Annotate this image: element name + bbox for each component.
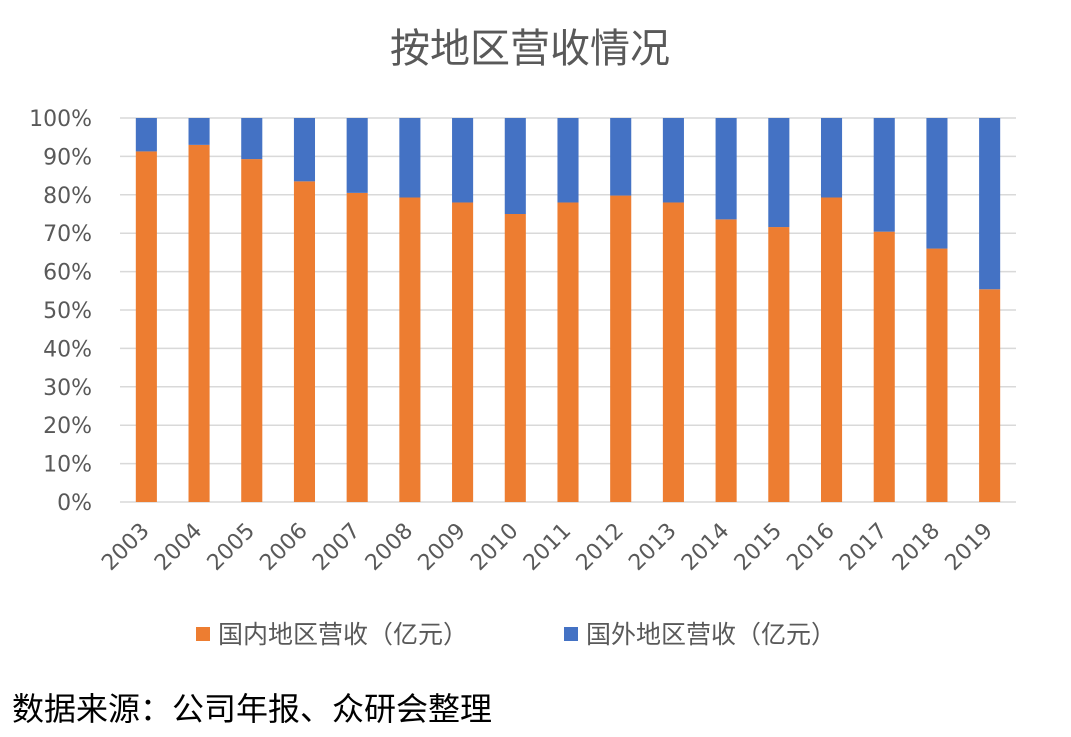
bar-segment-foreign [241,118,263,160]
bar-segment-foreign [768,118,790,228]
bar-segment-domestic [768,227,790,502]
source-note: 数据来源：公司年报、众研会整理 [12,690,493,728]
bar-segment-domestic [188,144,210,502]
x-tick-label: 2019 [941,519,998,576]
x-tick-label: 2018 [888,519,945,576]
x-tick-label: 2009 [414,519,471,576]
bar-segment-domestic [715,219,737,502]
x-tick-label: 2012 [572,519,629,576]
legend: 国内地区营收（亿元） 国外地区营收（亿元） [196,620,836,649]
bar-segment-foreign [452,118,474,203]
x-tick-label: 2015 [730,519,787,576]
bar-segment-foreign [610,118,632,196]
x-tick-label: 2016 [782,519,839,576]
legend-label: 国内地区营收（亿元） [218,620,468,649]
y-tick-label: 60% [43,261,92,286]
bar-segment-foreign [135,118,157,152]
x-tick-label: 2008 [361,519,418,576]
x-tick-label: 2013 [624,519,681,576]
chart-title: 按地区营收情况 [390,26,670,72]
bar-segment-domestic [135,151,157,502]
bar-segment-domestic [979,289,1001,502]
y-tick-label: 70% [43,222,92,247]
bars [135,118,1001,503]
bar-segment-domestic [452,202,474,503]
bar-segment-domestic [346,192,368,502]
bar-segment-domestic [662,202,684,503]
bar-segment-foreign [926,118,948,249]
bar-segment-foreign [504,118,526,214]
y-tick-label: 30% [43,376,92,401]
y-tick-label: 80% [43,184,92,209]
y-axis-ticks: 0% 10% 20% 30% 40% 50% 60% 70% 80% 90% 100% [29,107,92,516]
bar-segment-domestic [873,231,895,502]
bar-segment-domestic [820,197,843,502]
x-tick-label: 2014 [677,519,734,576]
bar-segment-foreign [715,118,737,220]
x-tick-label: 2007 [308,519,365,576]
x-tick-label: 2004 [150,519,207,576]
y-tick-label: 50% [43,299,92,324]
x-tick-label: 2017 [835,519,892,576]
y-tick-label: 100% [29,107,92,132]
bar-segment-foreign [399,118,421,198]
bar-segment-foreign [557,118,579,203]
x-axis-ticks: 2003200420052006200720082009201020112012… [97,519,998,576]
bar-segment-foreign [820,118,843,198]
x-tick-label: 2011 [519,519,576,576]
y-tick-label: 10% [43,453,92,478]
bar-segment-foreign [662,118,684,203]
stacked-bar-chart: 按地区营收情况 0% 10% 20% 30% 40% 50% 60% 70% 80% 90% 100… [29,26,1016,649]
bar-segment-foreign [346,118,368,193]
bar-segment-foreign [188,118,210,145]
bar-segment-domestic [293,181,316,503]
legend-swatch [196,627,210,641]
y-tick-label: 90% [43,145,92,170]
legend-label: 国外地区营收（亿元） [586,620,836,649]
bar-segment-foreign [979,118,1001,290]
bar-segment-domestic [610,195,632,502]
x-tick-label: 2010 [466,519,523,576]
y-tick-label: 20% [43,414,92,439]
x-tick-label: 2005 [203,519,260,576]
bar-segment-domestic [926,248,948,502]
legend-swatch [564,627,578,641]
bar-segment-foreign [293,118,316,182]
y-tick-label: 0% [57,491,92,516]
bar-segment-domestic [557,202,579,503]
bar-segment-domestic [399,197,421,502]
x-tick-label: 2003 [97,519,154,576]
y-tick-label: 40% [43,337,92,362]
bar-segment-domestic [504,214,526,502]
bar-segment-domestic [241,159,263,502]
x-tick-label: 2006 [255,519,312,576]
bar-segment-foreign [873,118,895,232]
